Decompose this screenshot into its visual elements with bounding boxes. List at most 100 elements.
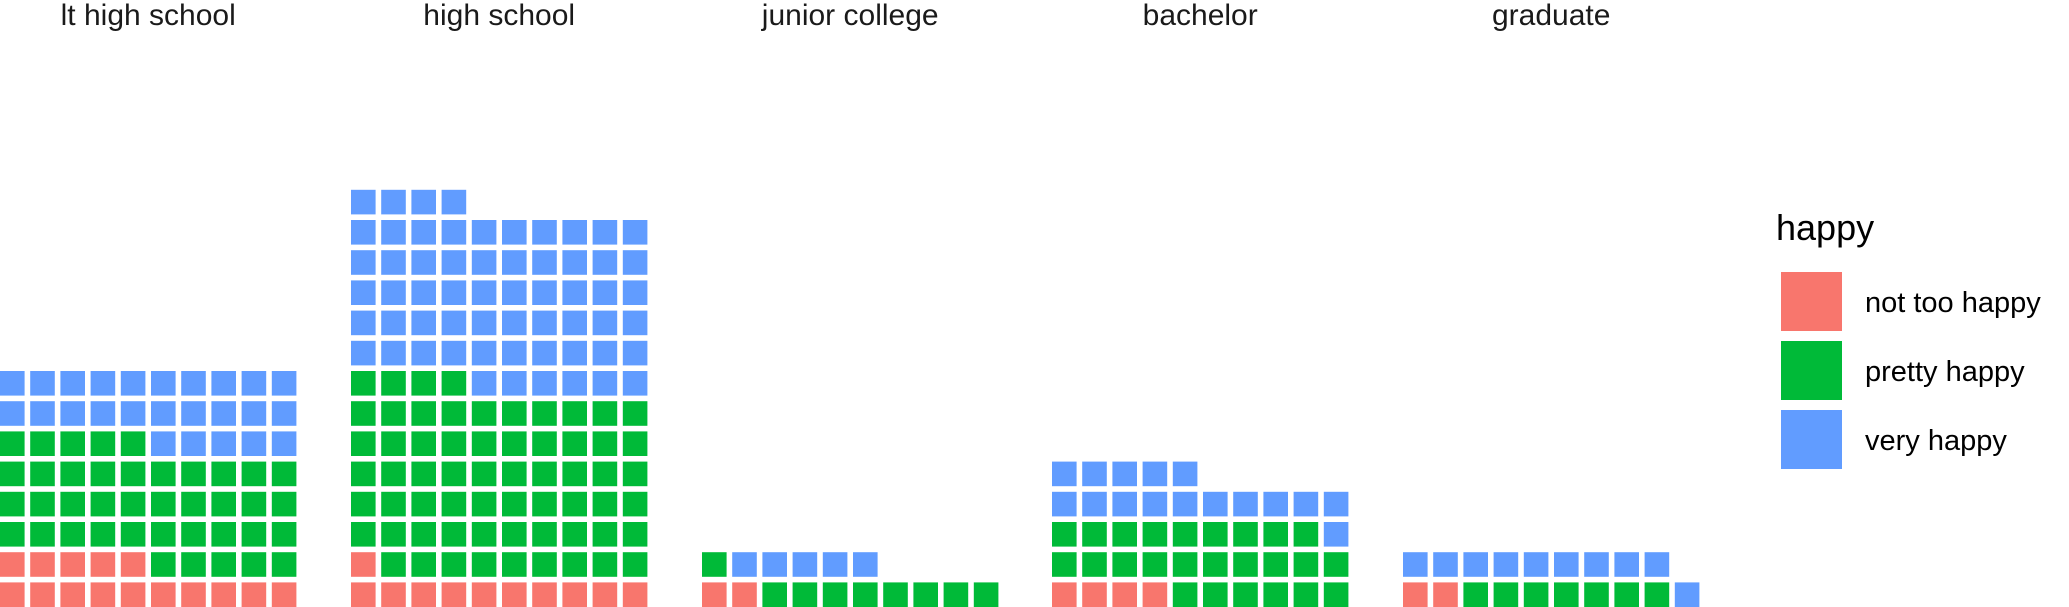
waffle-tile <box>181 461 206 487</box>
waffle-tile <box>1644 582 1670 607</box>
waffle-tile <box>622 371 648 396</box>
waffle-tile <box>592 491 618 517</box>
waffle-tile <box>471 250 497 275</box>
waffle-tile <box>592 461 618 487</box>
waffle-tile <box>1203 582 1228 607</box>
waffle-tile <box>471 431 497 456</box>
waffle-tile <box>532 582 557 607</box>
waffle-tile <box>562 340 587 366</box>
legend-label: pretty happy <box>1865 356 2025 388</box>
legend-key <box>1781 410 1842 469</box>
waffle-tile <box>592 582 618 607</box>
waffle-tile <box>883 582 908 607</box>
waffle-tile <box>411 340 436 366</box>
waffle-tile <box>1263 582 1288 607</box>
waffle-tile <box>502 280 527 305</box>
waffle-tile <box>211 582 236 607</box>
waffle-tile <box>351 340 376 366</box>
waffle-tile <box>90 371 116 396</box>
waffle-tile <box>592 371 618 396</box>
facet-label: bachelor <box>1143 0 1258 32</box>
waffle-tile <box>351 189 376 215</box>
waffle-tile <box>411 401 436 426</box>
waffle-tile <box>211 401 236 426</box>
waffle-tile <box>532 250 557 275</box>
waffle-tile <box>381 220 406 245</box>
waffle-tile <box>351 250 376 275</box>
waffle-tile <box>1112 552 1137 577</box>
waffle-tile <box>90 582 116 607</box>
waffle-tile <box>1584 582 1609 607</box>
waffle-tile <box>1493 552 1519 577</box>
waffle-tile <box>411 582 436 607</box>
waffle-tile <box>241 371 267 396</box>
waffle-tile <box>30 552 55 577</box>
waffle-tile <box>1082 491 1107 517</box>
waffle-tile <box>471 310 497 336</box>
waffle-tile <box>532 310 557 336</box>
waffle-tile <box>441 491 467 517</box>
waffle-tile <box>532 552 557 577</box>
waffle-tile <box>0 461 25 487</box>
waffle-tile <box>1052 491 1077 517</box>
waffle-tile <box>1082 522 1107 547</box>
waffle-tile <box>381 371 406 396</box>
waffle-tile <box>822 582 848 607</box>
waffle-tile <box>151 371 176 396</box>
waffle-tile <box>1523 552 1549 577</box>
waffle-tiles <box>0 189 1700 607</box>
waffle-tile <box>90 461 116 487</box>
waffle-tile <box>441 340 467 366</box>
waffle-tile <box>1203 552 1228 577</box>
facet-label: junior college <box>761 0 939 32</box>
waffle-tile <box>471 371 497 396</box>
waffle-tile <box>592 280 618 305</box>
waffle-tile <box>241 582 267 607</box>
waffle-tile <box>351 552 376 577</box>
waffle-tile <box>0 582 25 607</box>
waffle-tile <box>271 401 297 426</box>
waffle-tile <box>532 371 557 396</box>
waffle-tile <box>732 552 757 577</box>
waffle-tile <box>381 280 406 305</box>
waffle-tile <box>351 371 376 396</box>
waffle-tile <box>411 431 436 456</box>
waffle-tile <box>622 491 648 517</box>
waffle-tile <box>271 491 297 517</box>
waffle-tile <box>562 552 587 577</box>
waffle-tile <box>211 371 236 396</box>
waffle-tile <box>1554 552 1579 577</box>
waffle-tile <box>502 552 527 577</box>
waffle-tile <box>60 461 85 487</box>
waffle-tile <box>592 552 618 577</box>
waffle-tile <box>792 582 818 607</box>
waffle-tile <box>502 582 527 607</box>
waffle-tile <box>181 522 206 547</box>
waffle-tile <box>381 461 406 487</box>
waffle-tile <box>30 582 55 607</box>
waffle-tile <box>1293 522 1319 547</box>
waffle-tile <box>562 310 587 336</box>
waffle-tile <box>411 522 436 547</box>
waffle-tile <box>120 552 146 577</box>
waffle-tile <box>562 431 587 456</box>
legend: happy not too happy pretty happy very happy <box>1776 207 2041 469</box>
waffle-tile <box>351 280 376 305</box>
waffle-tile <box>211 552 236 577</box>
waffle-tile <box>381 522 406 547</box>
waffle-tile <box>502 220 527 245</box>
waffle-tile <box>120 371 146 396</box>
waffle-tile <box>1523 582 1549 607</box>
waffle-tile <box>1052 461 1077 487</box>
waffle-tile <box>1463 582 1488 607</box>
waffle-tile <box>622 522 648 547</box>
waffle-tile <box>60 552 85 577</box>
waffle-tile <box>1233 522 1258 547</box>
waffle-tile <box>381 491 406 517</box>
waffle-tile <box>441 431 467 456</box>
waffle-tile <box>471 280 497 305</box>
waffle-tile <box>120 491 146 517</box>
waffle-tile <box>502 461 527 487</box>
waffle-tile <box>211 431 236 456</box>
waffle-tile <box>762 582 787 607</box>
